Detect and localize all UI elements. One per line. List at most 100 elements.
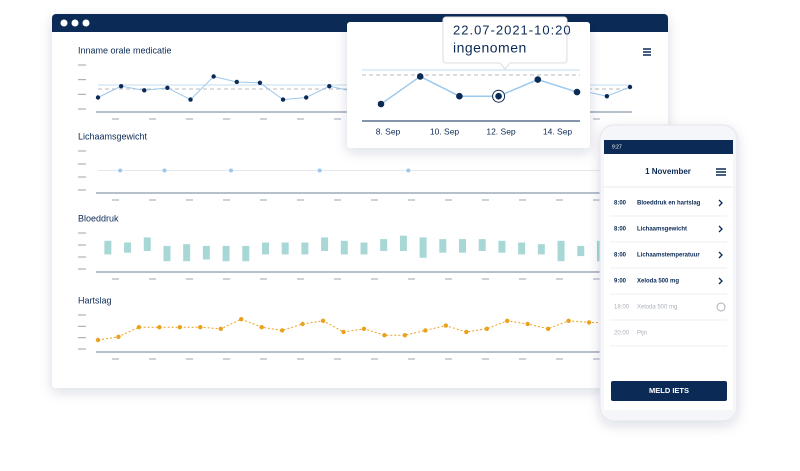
item-label[interactable]: Bloeddruk en hartslag [637,201,701,207]
chevron[interactable] [718,199,723,207]
x-tick-label: 14. Sep [543,126,573,136]
panel-title: Inname orale medicatie [78,45,172,55]
range-bar [360,242,368,255]
point [259,325,264,330]
range-bar [183,244,191,262]
chevron[interactable] [718,251,723,259]
menu-icon[interactable] [716,168,726,176]
window-dot [60,19,68,27]
series-line [380,75,578,105]
point [142,88,147,93]
range-bar [242,245,250,262]
point [116,334,121,339]
point [239,317,244,322]
menu-icon[interactable] [643,48,651,56]
point [464,329,469,335]
range-bar [340,240,348,255]
point [416,73,424,80]
chevron[interactable] [718,225,723,233]
point [211,74,216,79]
range-bar [577,245,585,257]
item-label[interactable]: Lichaamsgewicht [637,227,687,233]
range-bar [124,242,132,253]
clock: 9:27 [612,144,622,150]
range-bar [301,242,309,255]
range-bar [321,237,329,251]
point [327,83,332,89]
point [188,97,193,102]
point [545,326,551,331]
phone: 9:27 1 November MELD IETS 8:00 Bloeddruk … [599,124,738,422]
point [157,325,162,330]
tooltip-date: 22.07-2021-10:20 [453,22,572,37]
point [136,325,142,330]
point [95,337,101,343]
range-bar [143,237,151,251]
item-label[interactable]: Lichaamstemperatuur [637,253,700,259]
point [456,92,463,100]
point [234,79,239,85]
point [341,329,346,335]
point [177,325,183,330]
window-dot [71,19,79,27]
point [604,94,610,99]
item-time: 8:00 [614,201,627,207]
range-bar [439,239,447,253]
date-header: 1 November [645,167,691,176]
item-label[interactable]: Pijn [637,331,647,337]
point [566,318,571,323]
range-bar [202,245,210,260]
range-bar [380,239,388,251]
point [303,95,309,100]
point [229,168,233,173]
status-bar [604,140,733,154]
point [300,321,305,327]
point [534,76,542,83]
button-label[interactable]: MELD IETS [649,386,689,395]
point [423,328,428,333]
popup: 8. Sep 10. Sep 12. Sep 14. Sep 22.07-2021-10… [347,16,590,148]
point [406,168,411,173]
point [484,326,489,331]
clock-icon [716,302,726,312]
item-time: 8:00 [614,227,627,233]
point [118,168,123,173]
range-bar [261,242,269,255]
point [320,318,326,323]
point [317,168,322,173]
point [505,318,510,323]
point [443,323,449,328]
point [95,95,101,100]
range-bar [459,239,467,253]
point [280,97,286,102]
x-tick-label: 12. Sep [486,126,516,136]
point [162,168,167,173]
point [377,100,385,108]
panel-title: Lichaamsgewicht [78,131,148,141]
item-label[interactable]: Xeloda 500 mg [637,279,679,285]
chevron[interactable] [718,277,723,285]
range-bar [399,235,407,251]
item-time: 20:00 [614,331,630,337]
x-tick-label: 10. Sep [430,126,460,136]
item-label[interactable]: Xeloda 500 mg [637,305,677,311]
x-tick-label: 8. Sep [376,126,401,136]
range-bar [537,244,545,255]
range-bar [281,242,289,255]
point [573,88,581,96]
range-bar [518,242,526,255]
window-dot [82,19,90,27]
range-bar [163,245,171,262]
point [382,333,387,338]
range-bar [104,240,112,255]
report-button[interactable] [611,381,727,401]
panel-title: Hartslag [78,295,112,305]
range-bar [478,239,486,251]
point [165,85,170,91]
point [257,80,263,86]
tooltip-bg [442,16,568,70]
point [495,92,502,100]
range-bar [498,240,506,253]
